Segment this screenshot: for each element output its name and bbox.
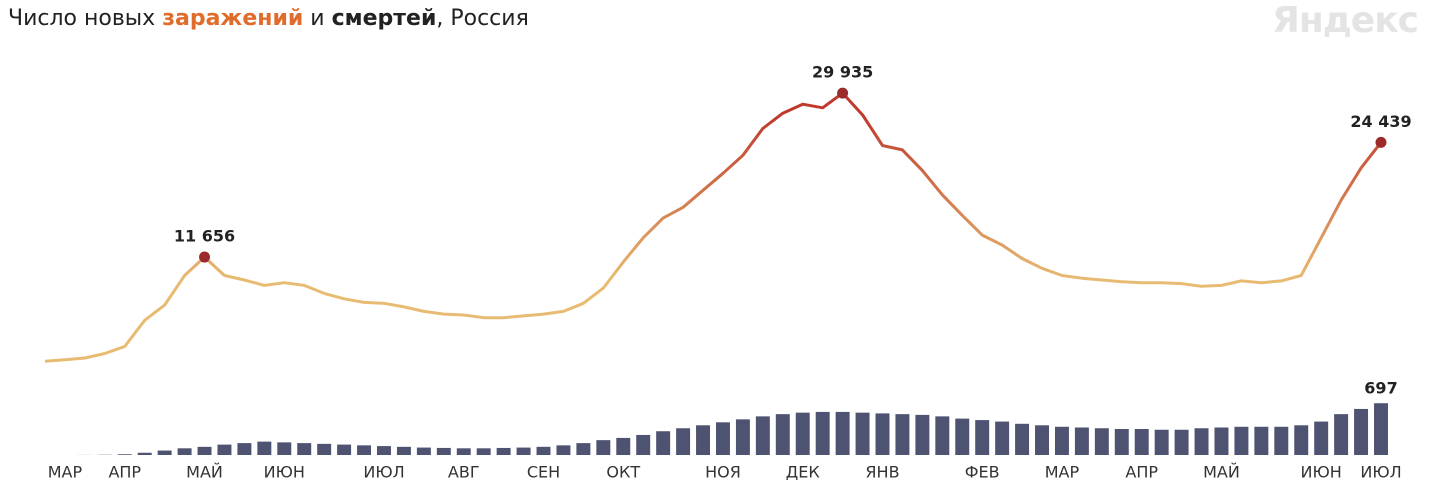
bar: [875, 413, 890, 455]
x-tick-label: АПР: [1125, 463, 1158, 482]
x-tick-label: ИЮЛ: [363, 463, 404, 482]
peak-marker: [1375, 136, 1387, 148]
bar: [995, 421, 1010, 455]
x-tick-label: ОКТ: [606, 463, 640, 482]
bar: [616, 437, 631, 455]
bar: [177, 448, 192, 455]
chart-title: Число новых заражений и смертей, Россия: [8, 6, 536, 31]
bar: [1274, 426, 1289, 455]
bar: [456, 448, 471, 455]
bar: [576, 443, 591, 455]
data-label: 11 656: [174, 227, 235, 246]
bar: [416, 447, 431, 455]
x-tick-label: АВГ: [448, 463, 480, 482]
bar: [775, 414, 790, 455]
bar: [357, 445, 372, 455]
bar: [157, 450, 172, 455]
bar: [337, 444, 352, 455]
bar: [137, 452, 152, 455]
legend-infections: заражений: [162, 6, 304, 31]
x-tick-label: МАЙ: [186, 463, 223, 482]
title-text: Число новых: [8, 6, 156, 31]
bar: [636, 434, 651, 455]
bar: [696, 425, 711, 455]
data-label: 697: [1364, 379, 1397, 398]
watermark: Яндекс: [1272, 0, 1419, 41]
bar: [277, 442, 292, 455]
bar: [1154, 429, 1169, 455]
bar: [257, 441, 272, 455]
bar: [1374, 403, 1388, 455]
bar: [1174, 429, 1189, 455]
x-tick-label: ИЮН: [264, 463, 305, 482]
bar: [855, 412, 870, 455]
bar: [676, 428, 691, 455]
data-label: 29 935: [812, 63, 873, 82]
bar: [217, 444, 232, 455]
bar: [795, 412, 810, 455]
bar: [1214, 427, 1229, 455]
peak-marker: [837, 87, 849, 99]
data-label: 24 439: [1350, 112, 1411, 131]
bar: [436, 447, 451, 455]
x-tick-label: ИЮЛ: [1360, 463, 1401, 482]
legend-deaths: смертей: [331, 6, 437, 31]
bar: [935, 416, 950, 455]
bar: [915, 414, 930, 455]
bar: [396, 446, 411, 455]
bar: [656, 431, 671, 455]
bar: [1015, 423, 1030, 455]
x-tick-label: ДЕК: [786, 463, 821, 482]
bar: [1254, 426, 1269, 455]
bar: [596, 440, 611, 455]
x-tick-label: МАЙ: [1203, 463, 1240, 482]
bar: [755, 416, 770, 455]
bar: [975, 420, 990, 455]
bar: [1054, 426, 1069, 455]
x-tick-label: СЕН: [527, 463, 560, 482]
bar: [735, 419, 750, 455]
infections-line: [44, 91, 1383, 363]
bar: [1234, 426, 1249, 455]
bar: [197, 446, 212, 455]
bar: [516, 447, 531, 455]
x-tick-label: МАР: [1045, 463, 1080, 482]
bar: [496, 447, 511, 455]
bar: [297, 443, 312, 455]
bar: [1294, 425, 1309, 455]
bar: [1074, 427, 1089, 455]
x-tick-label: ФЕВ: [965, 463, 1000, 482]
bar: [237, 443, 252, 455]
bar: [835, 411, 850, 455]
bar: [1194, 428, 1209, 455]
bar: [955, 418, 970, 455]
x-tick-label: НОЯ: [705, 463, 741, 482]
bar: [1314, 421, 1329, 455]
peak-marker: [199, 251, 211, 263]
x-tick-label: ИЮН: [1301, 463, 1342, 482]
bar: [377, 446, 391, 455]
bar: [476, 448, 491, 455]
x-tick-label: ЯНВ: [865, 463, 899, 482]
bar: [1134, 429, 1149, 455]
x-tick-label: АПР: [108, 463, 141, 482]
bar: [117, 454, 132, 455]
bar: [895, 414, 910, 455]
bar: [715, 422, 730, 455]
bar: [815, 411, 830, 455]
bar: [1334, 414, 1349, 455]
bar: [1035, 425, 1049, 455]
bar: [317, 443, 332, 455]
title-text: и: [310, 6, 325, 31]
x-tick-label: МАР: [48, 463, 83, 482]
bar: [556, 445, 571, 455]
bar: [1094, 428, 1109, 455]
bar: [536, 446, 551, 455]
bar: [1114, 429, 1129, 455]
title-text: , Россия: [436, 6, 529, 31]
bar: [1354, 408, 1369, 455]
